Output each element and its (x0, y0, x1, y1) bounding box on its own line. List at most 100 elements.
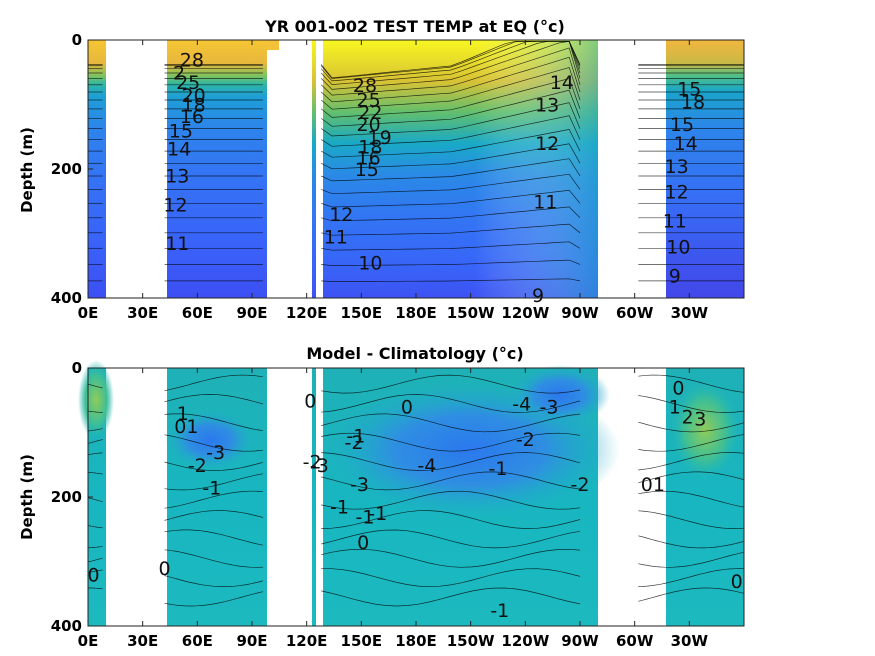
x-tick-label: 30W (671, 304, 709, 322)
x-tick-label: 150E (341, 632, 383, 650)
contour-label: 2 (681, 406, 693, 428)
contour-label: 16 (180, 106, 204, 128)
contour-label: 13 (535, 95, 559, 117)
isotherm-line (321, 452, 581, 471)
isotherm-line (321, 278, 581, 282)
x-tick-label: 60E (182, 304, 213, 322)
contour-label: 25 (357, 89, 381, 111)
field-band-strait (312, 368, 316, 626)
isotherm-line (87, 471, 103, 475)
x-tick-label: 120E (286, 304, 328, 322)
x-tick-label: 60E (182, 632, 213, 650)
field-band-indian (167, 40, 267, 298)
contour-label: 14 (674, 133, 698, 155)
contour-label: 20 (182, 85, 206, 107)
isotherm-line (320, 67, 581, 110)
contour-label: 0 (87, 564, 99, 586)
x-tick-label: 60W (616, 632, 654, 650)
isotherm-line (638, 471, 745, 484)
y-tick-label: 400 (51, 289, 82, 307)
contour-label: 18 (681, 91, 705, 113)
contour-labels: 2822520181615141312112825222019181615121… (163, 49, 705, 307)
anomaly-contour-lines (87, 374, 745, 607)
contour-label: 16 (357, 147, 381, 169)
contour-label: 9 (532, 285, 544, 307)
contour-label: 20 (357, 114, 381, 136)
isotherm-line (164, 529, 263, 546)
isotherm-line (87, 383, 103, 389)
isotherm-line (164, 461, 263, 471)
isotherm-line (321, 158, 581, 182)
y-tick-label: 0 (72, 31, 82, 49)
x-tick-label: 150W (447, 632, 495, 650)
contour-label: -2 (188, 455, 207, 477)
contour-label: 28 (180, 49, 204, 71)
contour-label: -2 (516, 429, 535, 451)
x-tick-label: 150E (341, 304, 383, 322)
contour-label: -1 (489, 458, 508, 480)
y-tick-label: 0 (72, 359, 82, 377)
contour-label: 14 (167, 138, 191, 160)
isotherm-line (638, 568, 745, 587)
isotherm-line (638, 421, 745, 433)
isotherm-line (321, 548, 581, 568)
x-tick-label: 90W (561, 632, 599, 650)
isotherm-line (638, 374, 745, 393)
isotherm-line (87, 497, 103, 503)
isotherm-line (87, 439, 103, 444)
isotherm-line (638, 510, 745, 529)
isotherm-line (164, 490, 263, 509)
x-tick-label: 120W (501, 632, 549, 650)
contour-label: 0 (304, 390, 316, 412)
contour-label: -2 (571, 474, 590, 496)
contour-label: 3 (694, 408, 706, 430)
isotherm-line (321, 490, 581, 510)
isotherm-line (638, 535, 745, 549)
isotherm-line (164, 374, 263, 392)
contour-label: 12 (665, 182, 689, 204)
field-band-strait (312, 40, 316, 298)
contour-label: -3 (540, 397, 559, 419)
isotherm-line (320, 47, 581, 96)
contour-label: 0 (158, 558, 170, 580)
contour-label: 1 (177, 403, 189, 425)
isotherm-line (321, 510, 581, 529)
cold-anomaly-indian (165, 410, 255, 470)
axes-frame (87, 367, 745, 627)
isotherm-line (321, 102, 581, 137)
contour-label: -1 (202, 477, 221, 499)
isotherm-line (638, 452, 745, 471)
isotherm-line (164, 473, 263, 491)
isotherm-line (321, 374, 581, 394)
isotherm-line (87, 546, 103, 549)
contour-label: 0 (401, 397, 413, 419)
x-tick-label: 90E (236, 304, 267, 322)
contour-label: -1 (356, 506, 375, 528)
x-tick-label: 180E (395, 304, 437, 322)
contour-label: -3 (206, 442, 225, 464)
isotherm-line (321, 587, 581, 607)
isotherm-line (164, 575, 263, 587)
isotherm-line (87, 569, 103, 574)
isotherm-line (164, 394, 263, 405)
contour-label: 13 (665, 156, 689, 178)
isotherm-line (321, 129, 581, 158)
field-band-fragment (267, 40, 279, 50)
contour-label: 28 (353, 75, 377, 97)
isotherm-line (321, 471, 581, 491)
field-band-atlantic-west (666, 40, 744, 298)
temperature-panel: YR 001-002 TEST TEMP at EQ (°c) 28225201… (18, 17, 745, 322)
x-tick-label: 60W (616, 304, 654, 322)
x-tick-label: 90W (561, 304, 599, 322)
contour-label: 18 (358, 136, 382, 158)
isotherm-line (320, 40, 581, 82)
y-tick-label: 200 (51, 488, 82, 506)
isotherm-line (164, 434, 263, 452)
contour-label: 01 (174, 416, 198, 438)
contour-label: 15 (670, 114, 694, 136)
contour-label: 11 (165, 233, 189, 255)
isotherm-line (87, 410, 103, 413)
isotherm-line (321, 173, 581, 195)
contour-label: 12 (163, 195, 187, 217)
